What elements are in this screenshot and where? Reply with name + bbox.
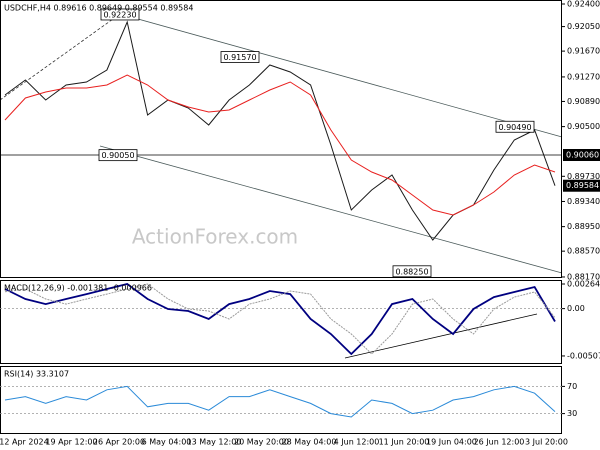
panel-title: USDCHF,H4 0.89616 0.89649 0.89554 0.8958… [4,4,193,13]
panel-title: MACD(12,26,9) -0.001381 -0.000966 [4,284,152,293]
watermark: ActionForex.com [132,225,298,249]
series-line [4,74,556,216]
y-tick-label: 0.91670 [567,47,600,56]
series-line [4,20,556,241]
annotation-label: 0.91570 [223,53,256,62]
macd-trend-line [344,313,538,359]
y-tick-label: 0.88950 [567,222,600,231]
channel-lower [99,145,563,274]
price-tag [563,149,600,162]
y-tick-label: 0.88170 [567,272,600,281]
price-tag [563,179,600,192]
panel-frame [0,280,562,364]
series-line [4,385,556,418]
series-line [4,283,556,355]
annotation-box [392,265,432,278]
y-tick-label: 0.90890 [567,97,600,106]
x-tick-label: 19 Apr 12:00 [45,438,97,447]
x-tick-label: 12 Apr 2024 [0,438,49,447]
annotation-box [98,149,138,162]
x-tick-label: 11 Jun 20:00 [379,438,430,447]
panel-title: RSI(14) 33.3107 [4,370,69,379]
y-tick-label: 0.00 [567,304,585,313]
price-tag-label: 0.89584 [566,181,599,190]
y-tick-label: 0.89340 [567,197,600,206]
trend-line [0,13,121,101]
x-tick-label: 28 May 04:00 [282,438,337,447]
annotation-box [220,51,260,63]
y-tick-label: 0.88570 [567,247,600,256]
y-tick-label: 0.91270 [567,72,600,81]
x-tick-label: 13 May 12:00 [187,438,242,447]
y-tick-label: 0.00264 [567,280,600,289]
channel-upper [119,13,563,138]
x-tick-label: 20 May 20:00 [234,438,289,447]
annotation-box [495,120,535,133]
y-tick-label: 70 [567,382,577,391]
x-tick-label: 4 Jun 12:00 [334,438,380,447]
panel-frame [0,366,562,434]
x-tick-label: 19 Jun 04:00 [426,438,477,447]
y-tick-label: 0.92050 [567,22,600,31]
annotation-label: 0.88250 [395,267,428,276]
x-tick-label: 26 Apr 20:00 [93,438,145,447]
y-tick-label: 30 [567,409,577,418]
y-tick-label: -0.005077 [567,351,600,360]
x-tick-label: 3 Jul 20:00 [525,438,568,447]
panel-frame [0,0,562,278]
x-tick-label: 26 Jun 12:00 [474,438,525,447]
y-tick-label: 0.92400 [567,0,600,9]
annotation-label: 0.92230 [103,10,136,19]
y-tick-label: 0.89730 [567,172,600,181]
price-tag-label: 0.90060 [566,151,599,160]
x-tick-label: 6 May 04:00 [142,438,192,447]
annotation-label: 0.90050 [101,151,134,160]
annotation-box [100,8,140,21]
annotation-label: 0.90490 [498,123,531,132]
y-tick-label: 0.90500 [567,122,600,131]
series-line [4,283,556,356]
